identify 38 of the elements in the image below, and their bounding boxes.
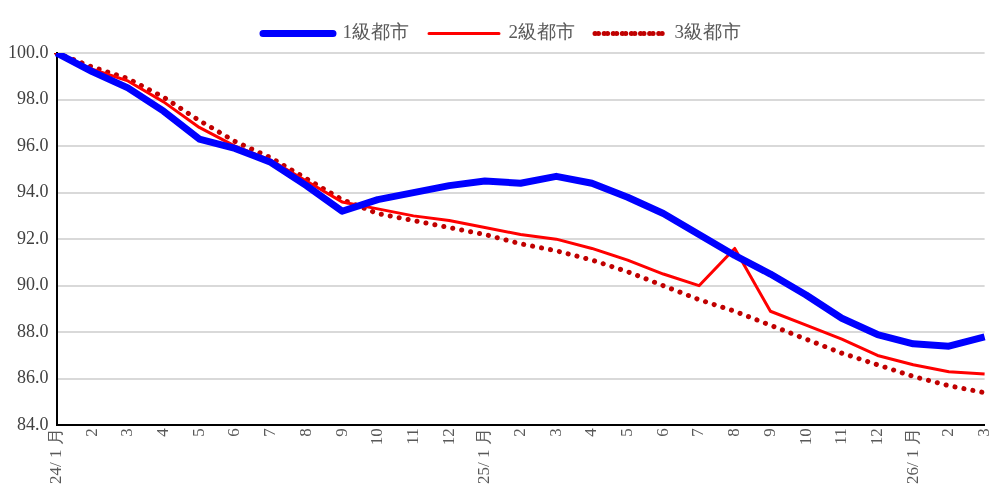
y-tick-label: 96.0	[17, 134, 49, 155]
x-tick-label: 3	[117, 428, 137, 437]
y-tick-label: 94.0	[17, 181, 49, 202]
x-tick-label: 5	[617, 428, 637, 437]
x-tick-label: 10	[367, 428, 387, 446]
x-tick-label: 7	[260, 427, 280, 437]
x-tick-label: 26/ 1 月	[902, 428, 922, 485]
y-tick-label: 88.0	[17, 320, 49, 341]
x-tick-label: 4	[581, 427, 601, 437]
legend-label: 2級都市	[508, 21, 575, 43]
y-tick-label: 86.0	[17, 367, 49, 388]
y-tick-label: 100.0	[8, 41, 49, 62]
x-tick-label: 12	[866, 428, 886, 446]
x-tick-label: 11	[402, 428, 422, 445]
x-tick-label: 6	[224, 428, 244, 437]
x-tick-label: 9	[759, 428, 779, 437]
y-tick-label: 98.0	[17, 88, 49, 109]
x-tick-label: 7	[688, 427, 708, 437]
y-tick-label: 92.0	[17, 227, 49, 248]
x-tick-label: 6	[652, 428, 672, 437]
x-tick-label: 3	[974, 428, 994, 437]
x-tick-label: 2	[938, 428, 958, 437]
x-tick-label: 8	[295, 428, 315, 437]
x-tick-label: 4	[153, 427, 173, 437]
legend-label: 3級都市	[674, 21, 741, 43]
x-tick-label: 9	[331, 428, 351, 437]
x-tick-label: 25/ 1 月	[474, 428, 494, 485]
x-tick-label: 12	[438, 428, 458, 446]
x-tick-label: 3	[545, 428, 565, 437]
legend-label: 1級都市	[342, 21, 409, 43]
x-tick-label: 5	[188, 428, 208, 437]
y-tick-label: 84.0	[17, 414, 49, 435]
x-tick-label: 8	[724, 428, 744, 437]
x-tick-label: 10	[795, 428, 815, 446]
x-tick-label: 2	[81, 428, 101, 437]
y-tick-label: 90.0	[17, 274, 49, 295]
x-tick-label: 2	[510, 428, 530, 437]
x-tick-label: 11	[831, 428, 851, 445]
